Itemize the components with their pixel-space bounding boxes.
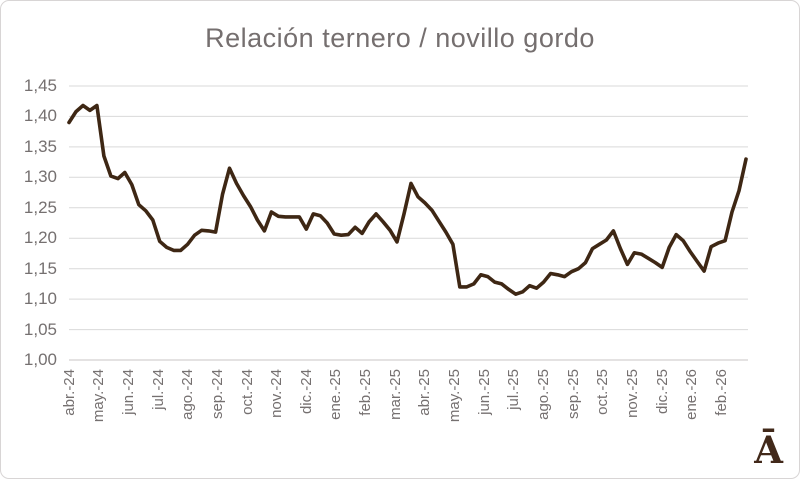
series-line [67, 103, 748, 297]
y-tick-label: 1,30 [23, 167, 57, 186]
x-tick-label: may.-25 [446, 369, 464, 423]
x-tick-label: ene.-26 [683, 369, 701, 420]
y-tick-label: 1,20 [23, 228, 57, 247]
y-tick-label: 1,00 [23, 350, 57, 369]
y-tick-label: 1,40 [23, 106, 57, 125]
x-tick-label: nov.-25 [624, 369, 641, 418]
y-tick-label: 1,35 [23, 137, 57, 156]
y-tick-label: 1,15 [23, 259, 57, 278]
chart-title: Relación ternero / novillo gordo [205, 23, 595, 53]
x-tick-label: jul.-25 [505, 369, 523, 410]
y-tick-label: 1,05 [23, 320, 57, 339]
x-tick-label: feb.-26 [713, 369, 730, 416]
x-tick-label: feb.-25 [357, 369, 375, 416]
x-tick-label: sep.-25 [564, 369, 582, 420]
x-tick-label: nov.-24 [268, 369, 286, 418]
x-tick-label: mar.-25 [386, 369, 404, 420]
x-tick-label: dic.-25 [653, 369, 671, 415]
x-tick-label: sep.-24 [208, 369, 226, 420]
y-tick-label: 1,45 [23, 76, 57, 95]
x-tick-label: ago.-25 [535, 369, 552, 420]
x-tick-label: oct.-25 [594, 369, 612, 415]
x-tick-label: jun.-24 [119, 369, 137, 415]
y-tick-label: 1,10 [23, 289, 57, 308]
x-tick-label: dic.-24 [297, 369, 315, 415]
x-tick-label: jun.-25 [475, 369, 493, 415]
x-tick-label: may.-24 [90, 369, 108, 423]
x-tick-label: ene.-25 [327, 369, 345, 420]
brand-logo-letter: Ā [754, 428, 783, 472]
y-tick-label: 1,25 [23, 198, 57, 217]
x-tick-label: ago.-24 [179, 369, 197, 420]
x-tick-label: jul.-24 [149, 369, 167, 410]
x-tick-label: abr.-24 [60, 369, 78, 416]
x-tick-label: oct.-24 [238, 369, 256, 415]
x-tick-label: abr.-25 [416, 369, 434, 416]
